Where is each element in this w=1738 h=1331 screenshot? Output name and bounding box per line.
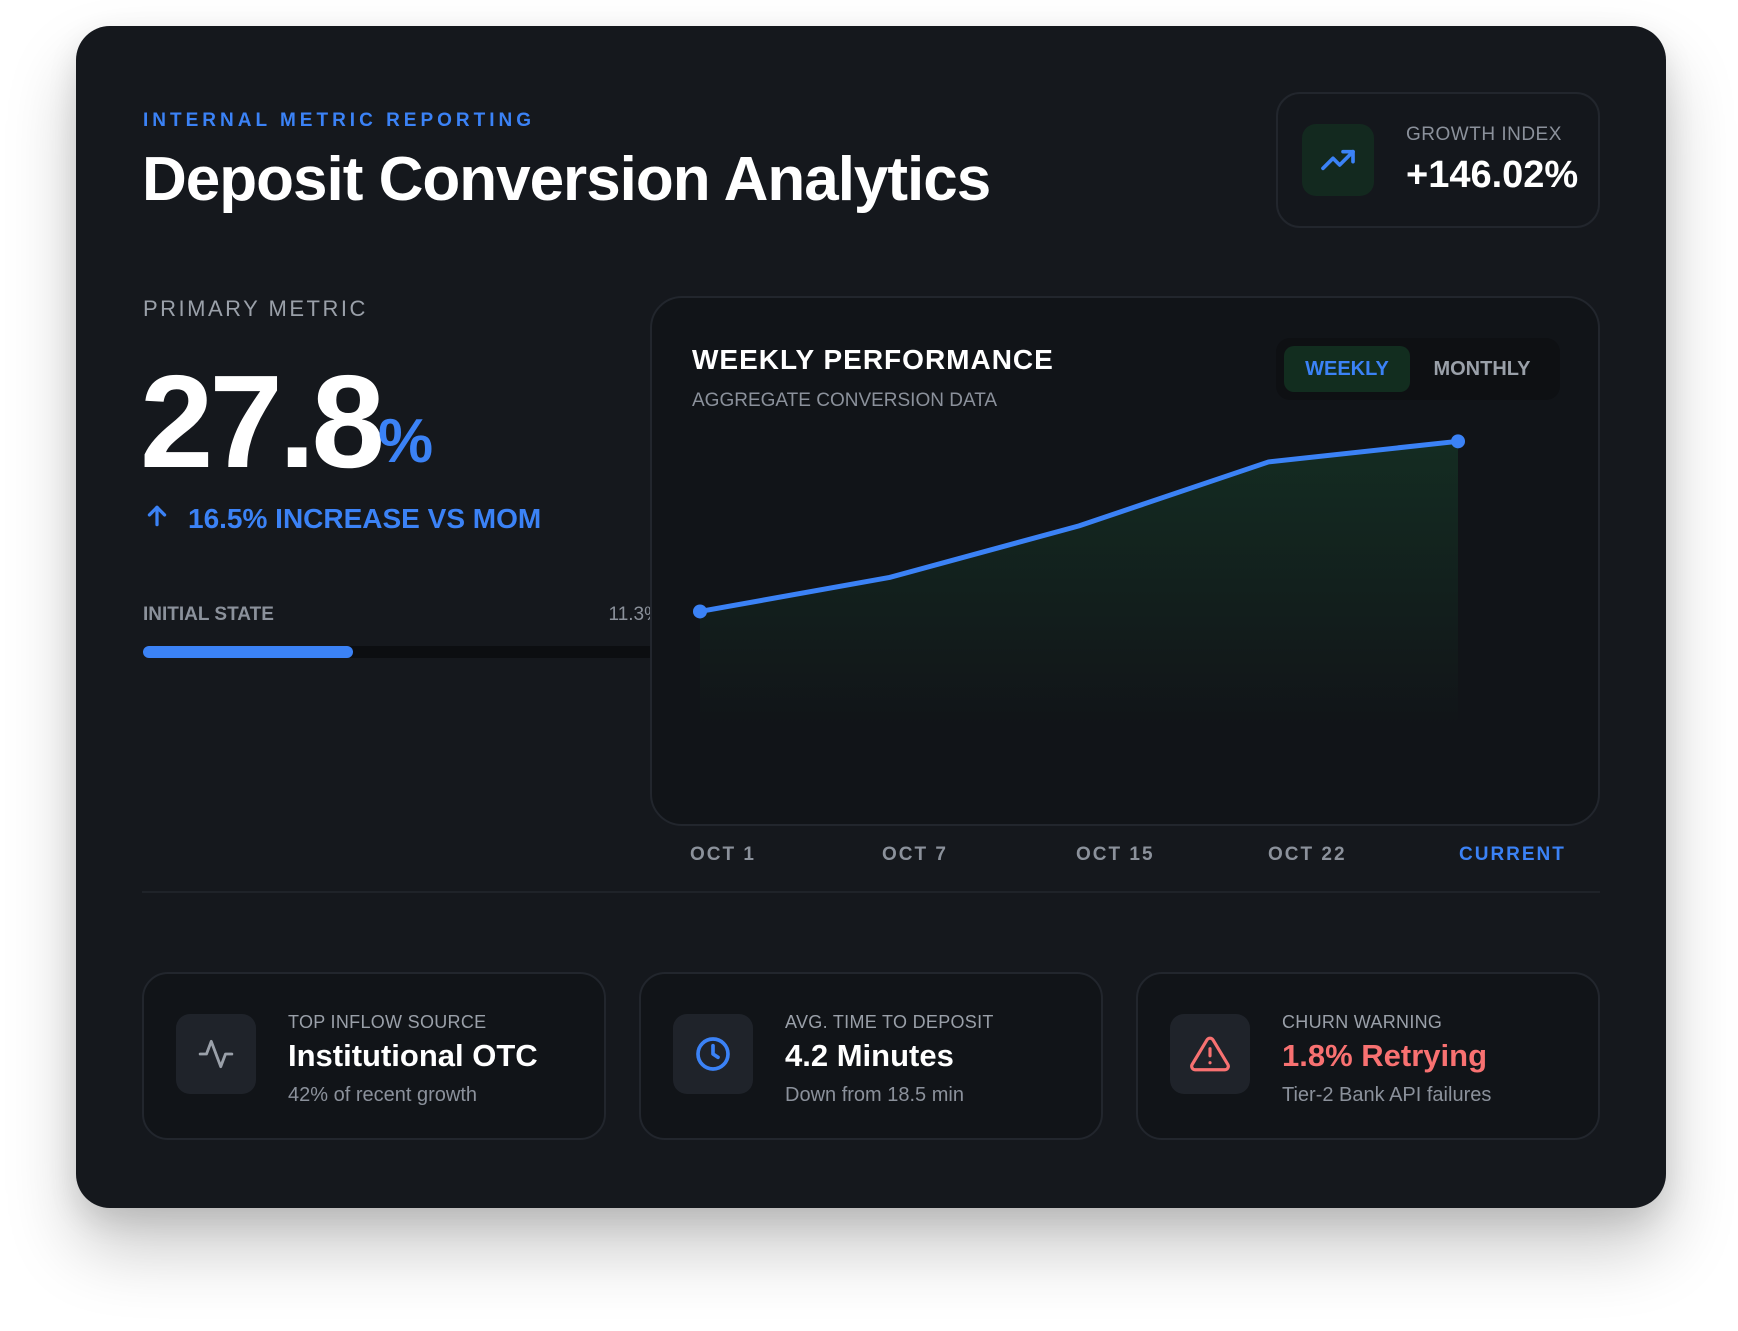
toggle-monthly-button[interactable]: MONTHLY bbox=[1433, 357, 1531, 380]
stat-value: Institutional OTC bbox=[288, 1038, 538, 1073]
chart-subtitle: AGGREGATE CONVERSION DATA bbox=[692, 390, 998, 411]
section-divider bbox=[142, 891, 1600, 893]
primary-metric-value: 27.8 bbox=[140, 348, 385, 495]
growth-index-label: GROWTH INDEX bbox=[1406, 124, 1562, 145]
growth-index-card: GROWTH INDEX +146.02% bbox=[1276, 92, 1600, 228]
stat-label: CHURN WARNING bbox=[1282, 1012, 1443, 1032]
chart-series-line bbox=[697, 438, 1461, 614]
initial-state-progress-fill bbox=[143, 646, 354, 658]
stat-subtext: 42% of recent growth bbox=[288, 1084, 477, 1106]
primary-metric-unit: % bbox=[378, 407, 434, 476]
chart-title: WEEKLY PERFORMANCE bbox=[692, 344, 1054, 375]
stat-card-inflow: TOP INFLOW SOURCE Institutional OTC 42% … bbox=[142, 972, 606, 1140]
stat-label: TOP INFLOW SOURCE bbox=[288, 1012, 487, 1032]
page-title: Deposit Conversion Analytics bbox=[142, 145, 991, 214]
weekly-performance-chart: WEEKLY PERFORMANCE AGGREGATE CONVERSION … bbox=[650, 296, 1600, 826]
x-tick-label: OCT 1 bbox=[690, 844, 756, 865]
x-tick-label: OCT 22 bbox=[1268, 844, 1347, 865]
metric-change-text: 16.5% INCREASE VS MOM bbox=[188, 503, 542, 534]
primary-metric-label: PRIMARY METRIC bbox=[143, 296, 368, 321]
chart-point bbox=[1451, 434, 1465, 449]
activity-icon bbox=[176, 1014, 256, 1094]
initial-state-label: INITIAL STATE bbox=[143, 604, 274, 625]
toggle-weekly-button[interactable]: WEEKLY bbox=[1284, 346, 1410, 392]
eyebrow-label: INTERNAL METRIC REPORTING bbox=[143, 110, 536, 131]
x-tick-label: OCT 15 bbox=[1076, 844, 1155, 865]
initial-state-value: 11.3% bbox=[608, 604, 661, 625]
period-toggle: WEEKLY MONTHLY bbox=[1276, 338, 1560, 400]
initial-state-progress bbox=[143, 646, 661, 658]
x-tick-label-current: CURRENT bbox=[1459, 844, 1566, 865]
chart-point bbox=[693, 604, 707, 619]
trending-up-icon bbox=[1302, 124, 1374, 196]
chart-area-fill bbox=[700, 441, 1458, 728]
warning-icon bbox=[1170, 1014, 1250, 1094]
metric-change: 16.5% INCREASE VS MOM bbox=[144, 501, 541, 537]
chart-canvas bbox=[693, 434, 1465, 728]
stat-subtext: Tier-2 Bank API failures bbox=[1282, 1084, 1492, 1106]
growth-index-value: +146.02% bbox=[1406, 154, 1579, 196]
stat-card-churn: CHURN WARNING 1.8% Retrying Tier-2 Bank … bbox=[1136, 972, 1600, 1140]
stat-value-warning: 1.8% Retrying bbox=[1282, 1038, 1488, 1073]
dashboard-card: INTERNAL METRIC REPORTING Deposit Conver… bbox=[76, 26, 1666, 1208]
stat-label: AVG. TIME TO DEPOSIT bbox=[785, 1012, 994, 1032]
stat-value: 4.2 Minutes bbox=[785, 1038, 954, 1073]
stat-subtext: Down from 18.5 min bbox=[785, 1084, 964, 1106]
x-tick-label: OCT 7 bbox=[882, 844, 948, 865]
clock-icon bbox=[673, 1014, 753, 1094]
stat-card-deposit-time: AVG. TIME TO DEPOSIT 4.2 Minutes Down fr… bbox=[639, 972, 1103, 1140]
arrow-up-icon bbox=[144, 503, 170, 536]
